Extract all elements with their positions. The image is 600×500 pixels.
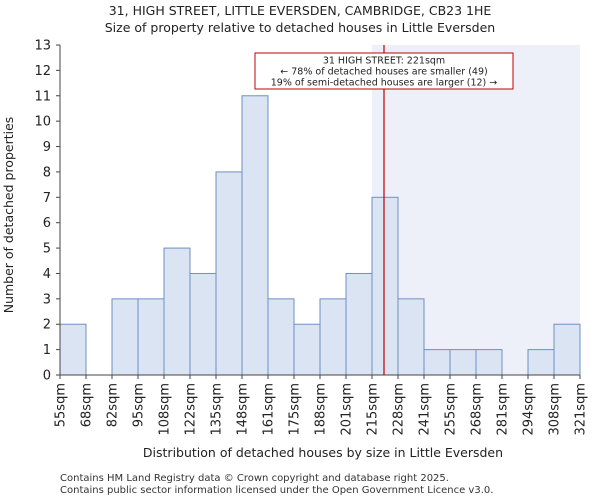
bar — [59, 323, 87, 376]
x-tick-label: 308sqm — [548, 383, 563, 436]
bar — [553, 323, 581, 376]
bar — [449, 349, 477, 376]
x-tick-label: 122sqm — [184, 383, 199, 436]
y-tick-label: 4 — [43, 267, 51, 282]
y-tick-label: 8 — [43, 165, 51, 180]
bar — [293, 323, 321, 376]
footer-line-1: Contains HM Land Registry data © Crown c… — [60, 473, 449, 484]
bar — [189, 272, 217, 376]
y-tick-label: 9 — [43, 140, 51, 155]
bar — [371, 196, 399, 376]
y-tick-label: 10 — [34, 115, 51, 130]
x-tick-label: 95sqm — [132, 383, 147, 427]
x-tick-label: 135sqm — [210, 383, 225, 436]
bar — [215, 171, 243, 376]
bar — [345, 272, 373, 376]
annotation-line-3: 19% of semi-detached houses are larger (… — [271, 78, 498, 89]
x-tick-label: 82sqm — [106, 383, 121, 427]
x-tick-label: 108sqm — [158, 383, 173, 436]
bar — [241, 95, 269, 376]
y-tick-label: 12 — [34, 64, 51, 79]
x-tick-label: 294sqm — [522, 383, 537, 436]
bar — [163, 247, 191, 376]
y-axis-label: Number of detached properties — [1, 117, 16, 314]
x-tick-label: 255sqm — [444, 383, 459, 436]
x-tick-label: 68sqm — [80, 383, 95, 427]
annotation-line-1: 31 HIGH STREET: 221sqm — [323, 56, 445, 67]
footer-line-2: Contains public sector information licen… — [60, 485, 494, 496]
y-tick-label: 6 — [43, 216, 51, 231]
y-tick-label: 3 — [43, 292, 51, 307]
y-tick-label: 1 — [43, 343, 51, 358]
x-tick-label: 175sqm — [288, 383, 303, 436]
bar — [527, 349, 555, 376]
x-axis-label: Distribution of detached houses by size … — [143, 445, 503, 460]
x-tick-label: 188sqm — [314, 383, 329, 436]
x-tick-label: 148sqm — [236, 383, 251, 436]
x-tick-label: 161sqm — [262, 383, 277, 436]
bar — [267, 298, 295, 376]
annotation-box — [254, 52, 514, 90]
chart-title: 31, HIGH STREET, LITTLE EVERSDEN, CAMBRI… — [108, 3, 492, 18]
x-tick-label: 281sqm — [496, 383, 511, 436]
bar — [423, 349, 451, 376]
y-tick-label: 0 — [43, 369, 51, 384]
chart-subtitle: Size of property relative to detached ho… — [104, 20, 496, 35]
bar — [397, 298, 425, 376]
x-tick-label: 321sqm — [574, 383, 589, 436]
y-tick-label: 13 — [34, 39, 51, 54]
bar — [137, 298, 165, 376]
x-tick-label: 241sqm — [418, 383, 433, 436]
y-tick-label: 7 — [43, 191, 51, 206]
y-tick-label: 2 — [43, 318, 51, 333]
x-tick-label: 201sqm — [340, 383, 355, 436]
bar — [111, 298, 139, 376]
x-tick-label: 268sqm — [470, 383, 485, 436]
bar — [319, 298, 347, 376]
bar — [475, 349, 503, 376]
y-tick-label: 11 — [34, 89, 51, 104]
y-tick-label: 5 — [43, 242, 51, 257]
annotation-line-2: ← 78% of detached houses are smaller (49… — [280, 67, 487, 78]
x-tick-label: 228sqm — [392, 383, 407, 436]
x-tick-label: 55sqm — [54, 383, 69, 427]
x-tick-label: 215sqm — [366, 383, 381, 436]
